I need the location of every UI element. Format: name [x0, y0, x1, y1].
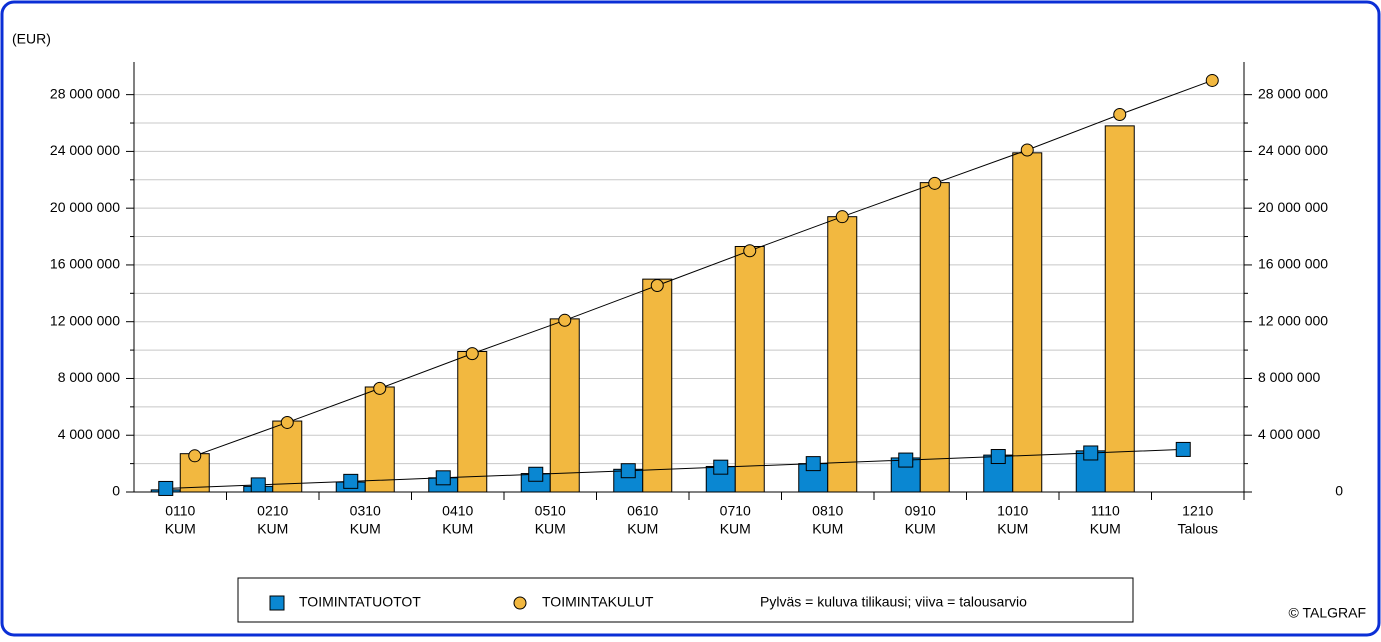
x-tick-label: 0310: [350, 503, 381, 519]
y-tick-label: 12 000 000: [50, 312, 120, 328]
marker: [343, 473, 359, 489]
y-tick-label: 28 000 000: [50, 85, 120, 101]
marker: [1113, 108, 1127, 122]
marker: [1205, 73, 1219, 87]
marker: [898, 452, 914, 468]
y-tick-label: 20 000 000: [50, 199, 120, 215]
x-tick-label: KUM: [442, 521, 473, 537]
marker: [650, 279, 664, 293]
marker: [558, 313, 572, 327]
y-tick-label: 4 000 000: [58, 426, 120, 442]
y2-tick-label: 20 000 000: [1258, 199, 1328, 215]
marker: [620, 463, 636, 479]
y2-tick-label: 28 000 000: [1258, 85, 1328, 101]
x-tick-label: Talous: [1178, 521, 1218, 537]
x-tick-label: KUM: [997, 521, 1028, 537]
x-tick-label: 0810: [812, 503, 843, 519]
marker: [435, 470, 451, 486]
bar: [457, 351, 488, 493]
x-tick-label: KUM: [720, 521, 751, 537]
y-tick-label: 8 000 000: [58, 369, 120, 385]
bar: [1012, 152, 1043, 493]
budget-line: [194, 79, 1213, 457]
y-tick-label: 0: [112, 483, 120, 499]
x-tick-label: 0210: [257, 503, 288, 519]
y-tick-label: 16 000 000: [50, 256, 120, 272]
marker: [188, 449, 202, 463]
budget-line: [165, 448, 1184, 489]
y2-tick-label: 24 000 000: [1258, 142, 1328, 158]
x-tick-label: KUM: [627, 521, 658, 537]
copyright: © TALGRAF: [1289, 605, 1366, 621]
marker: [1083, 445, 1099, 461]
marker: [513, 596, 527, 610]
marker: [280, 415, 294, 429]
x-tick-label: 1110: [1091, 503, 1120, 519]
y2-tick-label: 0: [1335, 483, 1343, 499]
legend-label: TOIMINTAKULUT: [542, 594, 654, 610]
x-tick-label: KUM: [535, 521, 566, 537]
x-tick-label: 0410: [442, 503, 473, 519]
x-tick-label: 1010: [997, 503, 1028, 519]
marker: [805, 456, 821, 472]
x-tick-label: KUM: [257, 521, 288, 537]
legend-label: TOIMINTATUOTOT: [299, 594, 421, 610]
marker: [269, 595, 285, 611]
x-tick-label: KUM: [905, 521, 936, 537]
bar: [827, 216, 858, 493]
marker: [928, 176, 942, 190]
bar: [364, 386, 395, 493]
marker: [528, 466, 544, 482]
bar: [642, 278, 673, 493]
legend-box: [237, 577, 1134, 623]
marker: [713, 459, 729, 475]
bar: [549, 318, 580, 493]
x-tick-label: 0710: [720, 503, 751, 519]
x-tick-label: 0610: [627, 503, 658, 519]
marker: [158, 480, 174, 496]
marker: [250, 477, 266, 493]
bar: [1104, 125, 1135, 493]
x-tick-label: KUM: [812, 521, 843, 537]
marker: [373, 381, 387, 395]
marker: [1020, 143, 1034, 157]
x-tick-label: 0110: [165, 503, 195, 519]
x-tick-label: KUM: [1090, 521, 1121, 537]
x-tick-label: 0510: [535, 503, 566, 519]
x-tick-label: KUM: [165, 521, 196, 537]
x-tick-label: 0910: [905, 503, 936, 519]
y2-tick-label: 16 000 000: [1258, 256, 1328, 272]
y2-tick-label: 8 000 000: [1258, 369, 1320, 385]
y-tick-label: 24 000 000: [50, 142, 120, 158]
marker: [1175, 441, 1191, 457]
marker: [835, 210, 849, 224]
y-axis-label: (EUR): [12, 31, 51, 47]
bar: [734, 245, 765, 493]
y2-tick-label: 4 000 000: [1258, 426, 1320, 442]
marker: [465, 347, 479, 361]
marker: [743, 244, 757, 258]
legend-note: Pylväs = kuluva tilikausi; viiva = talou…: [760, 594, 1027, 610]
x-tick-label: KUM: [350, 521, 381, 537]
x-tick-label: 1210: [1182, 503, 1213, 519]
y2-tick-label: 12 000 000: [1258, 312, 1328, 328]
bar: [272, 420, 303, 493]
marker: [990, 449, 1006, 465]
bar: [919, 182, 950, 493]
